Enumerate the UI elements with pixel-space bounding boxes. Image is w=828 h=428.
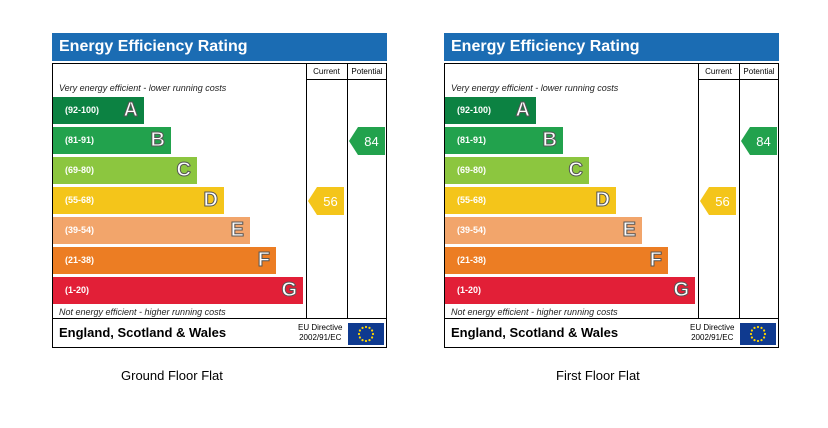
band-range: (1-20) [65,285,90,295]
chart-caption: Ground Floor Flat [121,368,223,383]
current-rating-arrow-value: 56 [323,194,338,209]
potential-rating-arrow-shape [741,127,777,155]
region-label: England, Scotland & Wales [451,325,619,340]
band-b: (81-91) B [53,127,171,154]
band-letter: F [649,249,662,272]
current-rating-arrow [700,187,736,215]
band-letter: D [595,189,610,212]
band-c: (69-80) C [53,157,197,184]
header-divider [698,79,779,80]
current-rating-arrow-shape [308,187,344,215]
bottom-note: Not energy efficient - higher running co… [451,307,618,317]
band-letter: A [123,99,138,122]
band-f: (21-38) F [445,247,668,274]
band-a: (92-100) A [53,97,144,124]
eu-stars-icon [749,325,767,343]
band-letter: A [515,99,530,122]
current-rating-arrow-value: 56 [715,194,730,209]
eu-directive-line1: EU Directive [298,323,343,332]
band-e: (39-54) E [445,217,642,244]
band-range: (1-20) [457,285,482,295]
top-note: Very energy efficient - lower running co… [59,83,227,93]
band-a: (92-100) A [445,97,536,124]
band-f: (21-38) F [53,247,276,274]
eu-stars-icon [357,325,375,343]
potential-rating-arrow-value: 84 [364,134,379,149]
potential-rating-arrow-shape [349,127,385,155]
band-letter: G [673,279,690,302]
eu-flag-icon [348,323,384,345]
potential-rating-arrow [741,127,777,155]
band-e: (39-54) E [53,217,250,244]
band-letter: E [230,219,244,242]
band-c: (69-80) C [445,157,589,184]
band-range: (55-68) [457,195,487,205]
eu-directive-line2: 2002/91/EC [299,333,342,342]
footer-divider [52,318,387,319]
divider-potential [739,63,740,318]
band-range: (81-91) [457,135,487,145]
band-b: (81-91) B [445,127,563,154]
band-range: (69-80) [457,165,487,175]
chart-title: Energy Efficiency Rating [59,38,248,55]
band-letter: C [568,159,583,182]
band-letter: E [622,219,636,242]
footer-divider [444,318,779,319]
eu-directive-line1: EU Directive [690,323,735,332]
band-letter: B [542,129,557,152]
column-header-potential: Potential [743,67,775,76]
divider-current [698,63,699,318]
band-range: (92-100) [457,105,492,115]
header-divider [306,79,387,80]
divider-current [306,63,307,318]
top-note: Very energy efficient - lower running co… [451,83,619,93]
band-range: (81-91) [65,135,95,145]
column-header-current: Current [313,67,340,76]
chart-title: Energy Efficiency Rating [451,38,640,55]
band-d: (55-68) D [445,187,616,214]
band-letter: C [176,159,191,182]
eu-directive-text: EU Directive 2002/91/EC [298,323,342,343]
epc-chart: Energy Efficiency Rating Current Potential… [444,33,779,348]
potential-rating-arrow-value: 84 [756,134,771,149]
band-d: (55-68) D [53,187,224,214]
band-range: (21-38) [65,255,95,265]
band-range: (39-54) [65,225,95,235]
epc-chart: Energy Efficiency Rating Current Potential… [52,33,387,348]
current-rating-arrow [308,187,344,215]
eu-directive-text: EU Directive 2002/91/EC [690,323,734,343]
column-header-potential: Potential [351,67,383,76]
chart-caption: First Floor Flat [556,368,640,383]
band-range: (92-100) [65,105,100,115]
band-letter: B [150,129,165,152]
region-label: England, Scotland & Wales [59,325,227,340]
band-g: (1-20) G [445,277,695,304]
eu-flag-icon [740,323,776,345]
band-range: (39-54) [457,225,487,235]
bottom-note: Not energy efficient - higher running co… [59,307,226,317]
band-letter: G [281,279,298,302]
chart-frame [444,63,779,348]
divider-potential [347,63,348,318]
title-bar: Energy Efficiency Rating [444,33,779,61]
band-letter: F [257,249,270,272]
eu-directive-line2: 2002/91/EC [691,333,734,342]
column-header-current: Current [705,67,732,76]
title-bar: Energy Efficiency Rating [52,33,387,61]
current-rating-arrow-shape [700,187,736,215]
potential-rating-arrow [349,127,385,155]
chart-frame [52,63,387,348]
band-range: (55-68) [65,195,95,205]
band-g: (1-20) G [53,277,303,304]
band-range: (21-38) [457,255,487,265]
band-letter: D [203,189,218,212]
band-range: (69-80) [65,165,95,175]
